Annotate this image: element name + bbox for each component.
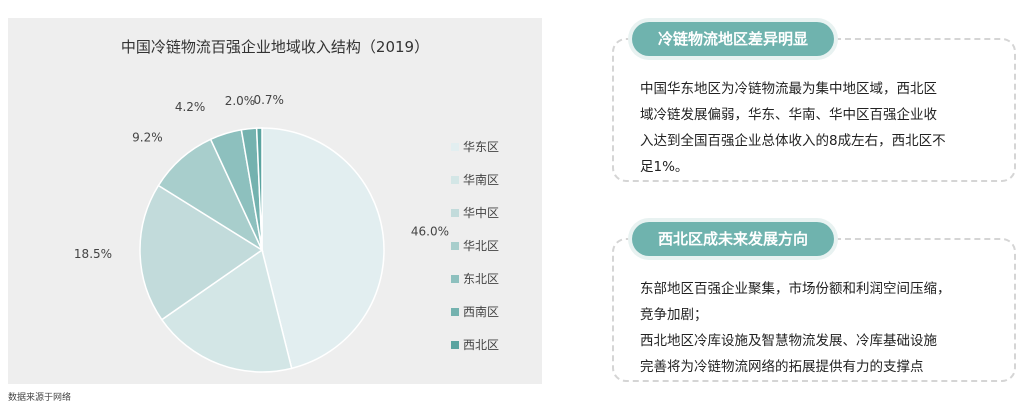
- chart-title: 中国冷链物流百强企业地域收入结构（2019）: [120, 38, 430, 56]
- callout-region-difference: 冷链物流地区差异明显 中国华东地区为冷链物流最为集中地区域，西北区 域冷链发展偏…: [612, 22, 1016, 182]
- slice-value-label: 19.2%: [171, 383, 209, 384]
- callout-title-pill: 西北区成未来发展方向: [632, 222, 835, 256]
- slice-value-label: 0.7%: [253, 93, 284, 107]
- callout-title-pill: 冷链物流地区差异明显: [632, 22, 835, 56]
- chart-panel: 46.0% 19.2% 18.5% 9.2% 4.2% 2.0%0.7% 中国冷链物流百强…: [8, 18, 542, 384]
- pie-chart: 46.0% 19.2% 18.5% 9.2% 4.2% 2.0%0.7%: [74, 93, 449, 384]
- callout-northwest-future: 西北区成未来发展方向 东部地区百强企业聚集，市场份额和利润空间压缩， 竞争加剧；…: [612, 222, 1016, 382]
- legend-item: 华东区: [451, 130, 499, 163]
- pie-slice: [139, 184, 264, 321]
- callout-line: 西北地区冷库设施及智慧物流发展、冷库基础设施: [640, 333, 937, 349]
- legend-label: 华南区: [463, 173, 500, 187]
- slice-value-label: 9.2%: [132, 131, 163, 145]
- callout-line: 足1%。: [640, 159, 689, 175]
- legend-swatch: [451, 274, 459, 283]
- callout-line: 完善将为冷链物流网络的拓展提供有力的支撑点: [640, 359, 924, 375]
- legend-item: 华北区: [451, 229, 499, 262]
- callout-line: 中国华东地区为冷链物流最为集中地区域，西北区: [640, 81, 937, 97]
- slice-value-label: 2.0%: [225, 94, 256, 108]
- legend-item: 西南区: [451, 295, 499, 328]
- source-note: 数据来源于网络: [8, 393, 72, 403]
- pie-slice: [261, 127, 385, 370]
- legend-label: 华中区: [463, 206, 500, 220]
- slice-value-label: 4.2%: [175, 100, 206, 114]
- legend-label: 西北区: [463, 338, 500, 352]
- legend-swatch: [451, 142, 459, 151]
- pie-slice: [160, 248, 293, 373]
- legend-label: 西南区: [463, 305, 500, 319]
- legend-swatch: [451, 340, 459, 349]
- legend-swatch: [451, 307, 459, 316]
- legend-swatch: [451, 175, 459, 184]
- callout-body: 中国华东地区为冷链物流最为集中地区域，西北区 域冷链发展偏弱，华东、华南、华中区…: [640, 76, 984, 180]
- legend-item: 华中区: [451, 196, 499, 229]
- chart-legend: 华东区华南区华中区华北区东北区西南区西北区: [451, 130, 499, 361]
- pie-slice: [255, 127, 263, 251]
- slice-value-label: 46.0%: [411, 225, 449, 239]
- callout-line: 域冷链发展偏弱，华东、华南、华中区百强企业收: [640, 107, 937, 123]
- callout-line: 东部地区百强企业聚集，市场份额和利润空间压缩，: [640, 281, 951, 297]
- legend-swatch: [451, 241, 459, 250]
- legend-label: 东北区: [463, 272, 500, 286]
- legend-item: 西北区: [451, 328, 499, 361]
- callout-line: 入达到全国百强企业总体收入的8成左右，西北区不: [640, 133, 946, 149]
- callout-body: 东部地区百强企业聚集，市场份额和利润空间压缩， 竞争加剧； 西北地区冷库设施及智…: [640, 276, 984, 380]
- legend-label: 华东区: [463, 140, 500, 154]
- callout-line: 竞争加剧；: [640, 307, 708, 323]
- legend-item: 东北区: [451, 262, 499, 295]
- legend-item: 华南区: [451, 163, 499, 196]
- legend-swatch: [451, 208, 459, 217]
- slice-value-label: 18.5%: [74, 247, 112, 261]
- legend-label: 华北区: [463, 239, 500, 253]
